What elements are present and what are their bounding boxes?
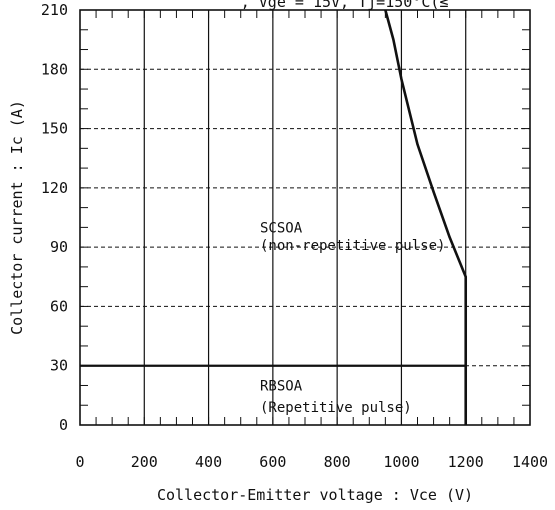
chart-annotation: SCSOA bbox=[260, 220, 303, 236]
x-tick-label: 1200 bbox=[448, 453, 484, 471]
x-tick-label: 1400 bbox=[512, 453, 548, 471]
grid-layer bbox=[80, 10, 530, 425]
y-tick-label: 0 bbox=[59, 416, 68, 434]
x-tick-label: 0 bbox=[75, 453, 84, 471]
chart-annotation: RBSOA bbox=[260, 378, 303, 394]
x-tick-label: 400 bbox=[195, 453, 222, 471]
y-tick-label: 120 bbox=[41, 179, 68, 197]
tick-marks bbox=[80, 10, 530, 425]
plot-border bbox=[79, 9, 531, 426]
chart-annotation: (Repetitive pulse) bbox=[260, 400, 412, 416]
y-tick-label: 60 bbox=[50, 297, 68, 315]
y-tick-label: 90 bbox=[50, 238, 68, 256]
chart-annotation: (non-repetitive pulse) bbox=[260, 238, 445, 254]
series-line-scsoa bbox=[384, 9, 468, 425]
series-line-rbsoa bbox=[80, 364, 467, 425]
x-tick-label: 800 bbox=[324, 453, 351, 471]
x-axis-label: Collector-Emitter voltage : Vce (V) bbox=[157, 486, 473, 504]
y-tick-label: 30 bbox=[50, 357, 68, 375]
y-tick-label: 210 bbox=[41, 1, 68, 19]
y-tick-label: 150 bbox=[41, 120, 68, 138]
y-axis-label: Collector current : Ic (A) bbox=[8, 100, 26, 335]
label-layer: , Vge = 15V, Tj=150°C(≤ Collector-Emitte… bbox=[8, 0, 548, 504]
series-layer bbox=[80, 9, 468, 425]
x-tick-label: 600 bbox=[259, 453, 286, 471]
y-tick-label: 180 bbox=[41, 60, 68, 78]
chart-header-partial: , Vge = 15V, Tj=150°C(≤ bbox=[241, 0, 449, 11]
x-tick-label: 1000 bbox=[383, 453, 419, 471]
x-tick-label: 200 bbox=[131, 453, 158, 471]
plot-frame bbox=[79, 9, 531, 426]
